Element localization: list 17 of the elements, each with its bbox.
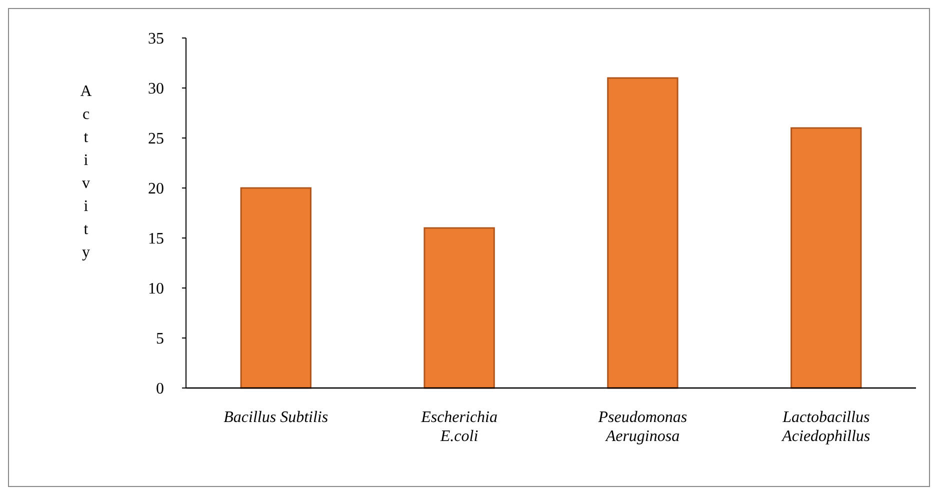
x-tick-label: Lactobacillus Aciedophillus [781,409,870,445]
bar [424,227,495,389]
x-tick-label: Escherichia E.coli [420,409,498,445]
y-tick-label: 20 [148,180,164,198]
bar [790,127,862,389]
x-tick-label: Bacillus Subtilis [224,409,328,426]
y-axis-title: Activity [80,83,92,261]
bar [607,77,678,389]
y-tick-label: 25 [148,130,164,148]
y-tick-label: 5 [156,330,164,348]
y-tick-label: 35 [148,30,164,48]
y-tick-label: 0 [156,380,164,398]
x-tick-label: Pseudomonas Aeruginosa [597,409,688,445]
bar [240,187,312,389]
y-tick-label: 10 [148,280,164,298]
y-tick-label: 15 [148,230,164,248]
y-tick-label: 30 [148,80,164,98]
